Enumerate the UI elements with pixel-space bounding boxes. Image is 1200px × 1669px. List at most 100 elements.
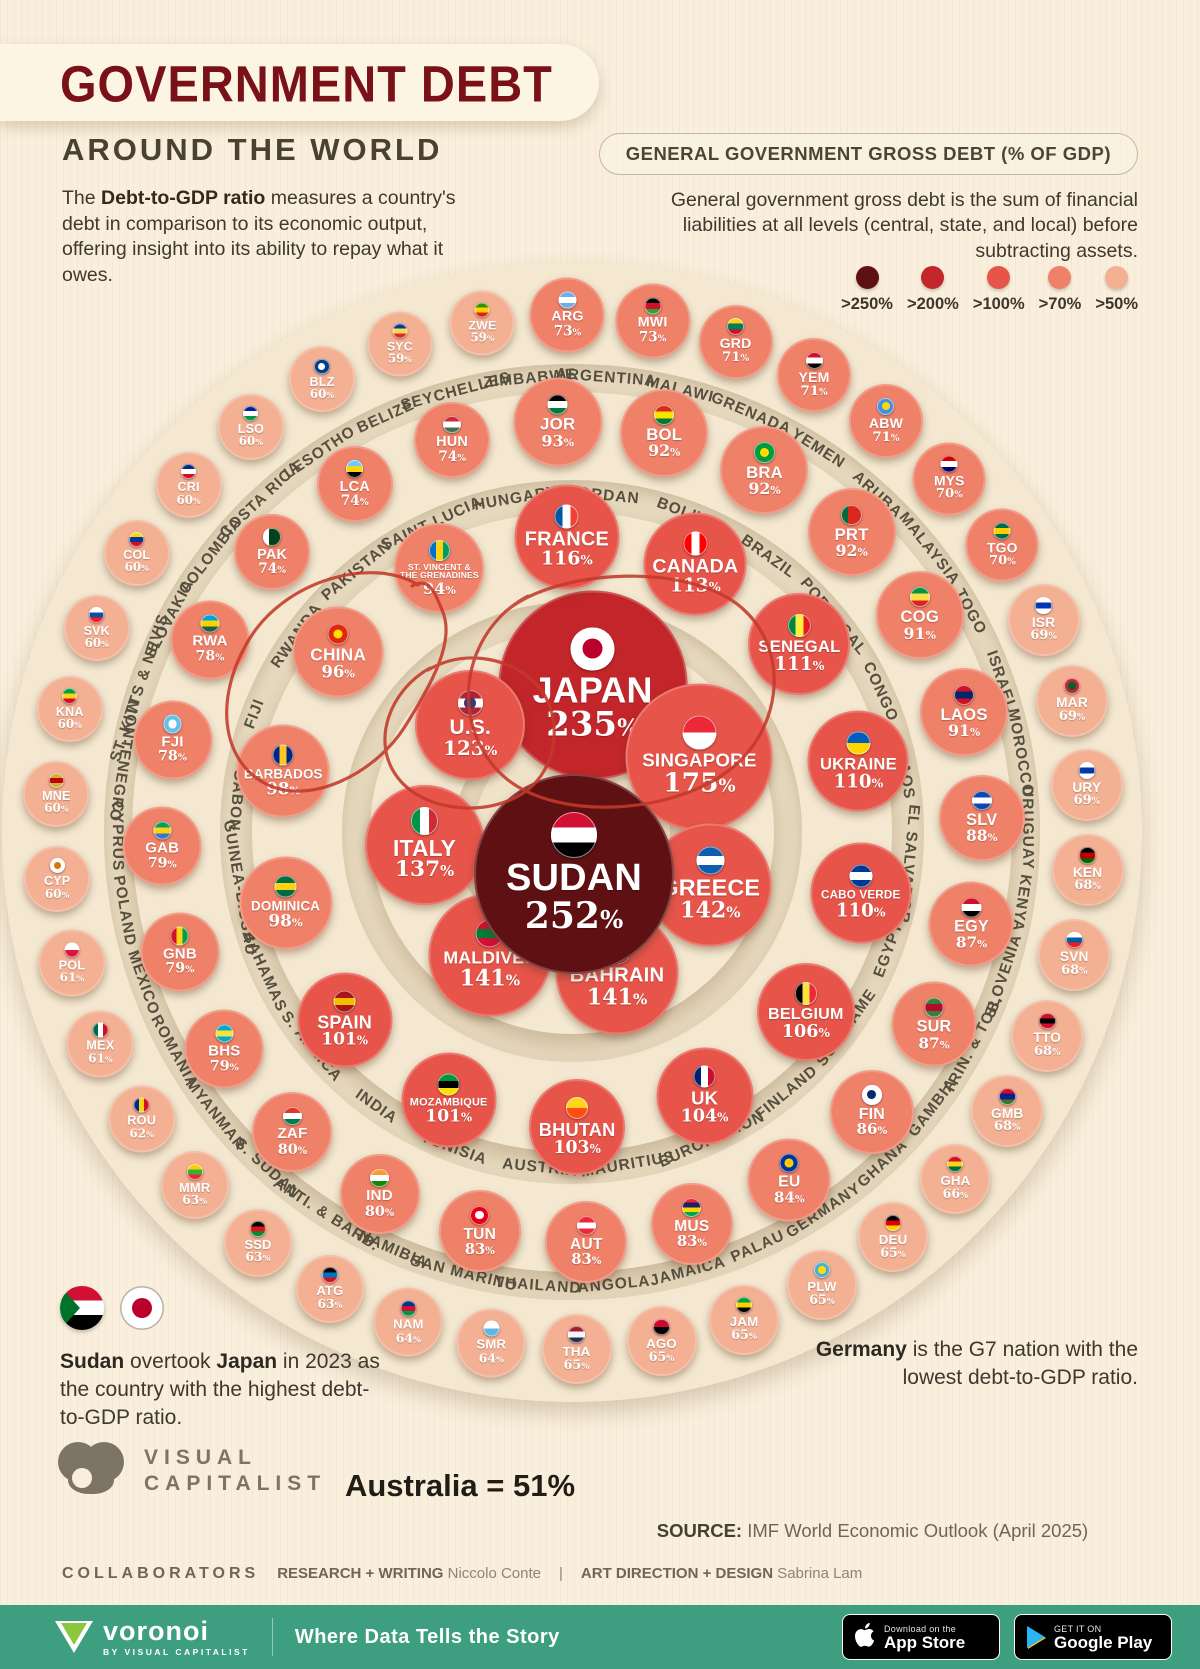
country-name: ZAF [277,1124,308,1142]
country-flag-icon [370,1168,389,1188]
country-value: 73% [553,323,582,340]
country-name: SMR [476,1336,507,1352]
country-bubble: JOR 93% [513,377,603,467]
country-value: 175% [663,767,736,799]
country-bubble: SPAIN 101% [297,972,393,1068]
country-name: THA [562,1343,591,1359]
country-bubble: SUR 87% [891,981,977,1067]
page-subtitle: AROUND THE WORLD [62,132,443,167]
country-name: KNA [55,704,84,719]
country-bubble: SMR 64% [456,1308,526,1378]
country-flag-icon [443,415,461,434]
footer-divider [271,1618,273,1656]
country-value: 63% [317,1296,343,1311]
country-value: 69% [1073,792,1101,808]
country-flag-icon [971,790,992,811]
country-name: COG [900,607,940,627]
country-flag-icon [754,442,775,463]
legend-dot-icon [855,266,879,289]
collaborators-line: COLLABORATORS RESEARCH + WRITING Niccolo… [62,1565,863,1582]
legend-item: >70% [1038,266,1082,314]
country-bubble: ARG 73% [529,277,605,353]
google-play-badge[interactable]: GET IT ON Google Play [1014,1614,1172,1660]
country-value: 111% [774,654,825,676]
country-bubble: LAOS 91% [920,668,1009,757]
country-name: SLV [966,811,998,830]
country-name: JAM [729,1314,759,1330]
country-value: 80% [277,1140,308,1158]
title-banner: GOVERNMENT DEBT [0,44,599,121]
country-name: ITALY [392,834,457,861]
source-line: SOURCE: IMF World Economic Outlook (Apri… [656,1520,1089,1541]
country-flag-icon [947,1156,964,1173]
country-value: 92% [748,478,781,498]
legend-label: >70% [1038,295,1082,313]
country-name: SVK [83,623,110,638]
country-bubble: CYP 60% [24,846,91,913]
country-bubble: KNA 60% [36,676,103,743]
country-flag-icon [133,1097,150,1113]
country-bubble: TGO 70% [965,508,1039,582]
country-flag-icon [215,1024,234,1043]
country-value: 79% [147,855,177,872]
country-name: GMB [991,1105,1024,1121]
country-value: 93% [541,431,574,451]
country-value: 91% [903,623,936,643]
country-bubble: KEN 68% [1051,834,1124,907]
country-value: 92% [648,441,681,461]
country-flag-icon [1038,1012,1056,1030]
country-bubble: MUS 83% [650,1183,733,1266]
country-bubble: BHUTAN 103% [529,1078,626,1175]
country-value: 98% [268,910,303,931]
country-flag-icon [794,982,818,1005]
country-name: URY [1072,779,1102,795]
country-bubble: COG 91% [875,570,964,659]
country-bubble: SENEGAL 111% [748,593,851,696]
australia-note: Australia = 51% [344,1468,576,1503]
country-name: AGO [646,1335,677,1351]
country-value: 142% [680,897,741,924]
country-flag-icon [953,684,975,705]
country-flag-icon [314,358,330,374]
country-flag-icon [805,351,823,369]
country-name: CABO VERDE [821,888,901,902]
country-flag-icon [547,394,568,415]
country-bubble: SUDAN 252% [474,774,674,974]
country-value: 63% [182,1193,208,1208]
country-bubble: BRA 92% [720,425,809,514]
country-bubble: NAM 64% [373,1287,443,1357]
country-flag-icon [849,864,873,888]
country-flag-icon [862,1085,882,1105]
country-value: 60% [57,716,82,731]
legend-item: >100% [973,266,1025,314]
country-flag-icon [1035,597,1052,614]
country-flag-icon [1078,762,1096,779]
country-bubble: MOZAMBIQUE 101% [401,1052,497,1148]
country-flag-icon [274,875,297,897]
country-name: BLZ [309,374,335,389]
country-name: SENEGAL [758,636,841,656]
country-name: BOL [646,425,683,445]
country-flag-icon [841,504,862,525]
country-name: BHUTAN [538,1118,616,1140]
country-name: SVN [1059,949,1089,965]
country-flag-icon [961,897,982,918]
country-bubble: CRI 60% [155,452,222,519]
country-bubble: MNE 60% [23,760,90,827]
country-value: 65% [731,1327,757,1343]
country-flag-icon [696,846,725,875]
country-flag-icon [470,1205,490,1225]
country-value: 110% [833,771,884,793]
app-store-badge[interactable]: Download on the App Store [842,1614,1000,1660]
country-flag-icon [940,455,958,473]
country-value: 88% [965,826,998,846]
country-value: 71% [722,348,750,365]
legend-label: >250% [841,295,893,313]
country-flag-icon [787,613,812,637]
country-flag-icon [682,715,717,750]
country-bubble: FJI 78% [133,700,212,780]
country-value: 74% [340,492,369,509]
country-flag-icon [64,942,80,958]
country-bubble: ITALY 137% [364,784,485,905]
country-value: 63% [245,1250,271,1265]
